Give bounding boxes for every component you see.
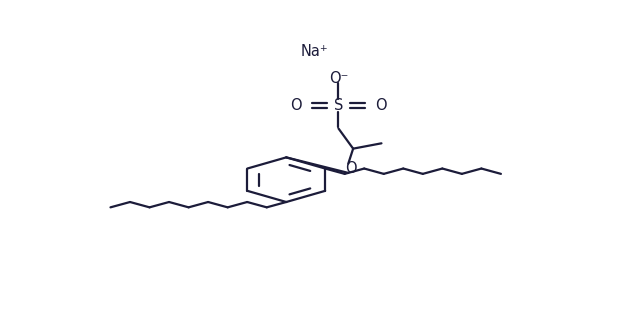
Text: O: O <box>345 161 357 176</box>
Text: O⁻: O⁻ <box>329 71 348 86</box>
Text: Na⁺: Na⁺ <box>301 44 328 59</box>
Text: O: O <box>375 98 387 113</box>
Text: S: S <box>334 98 343 113</box>
Text: O: O <box>290 98 302 113</box>
